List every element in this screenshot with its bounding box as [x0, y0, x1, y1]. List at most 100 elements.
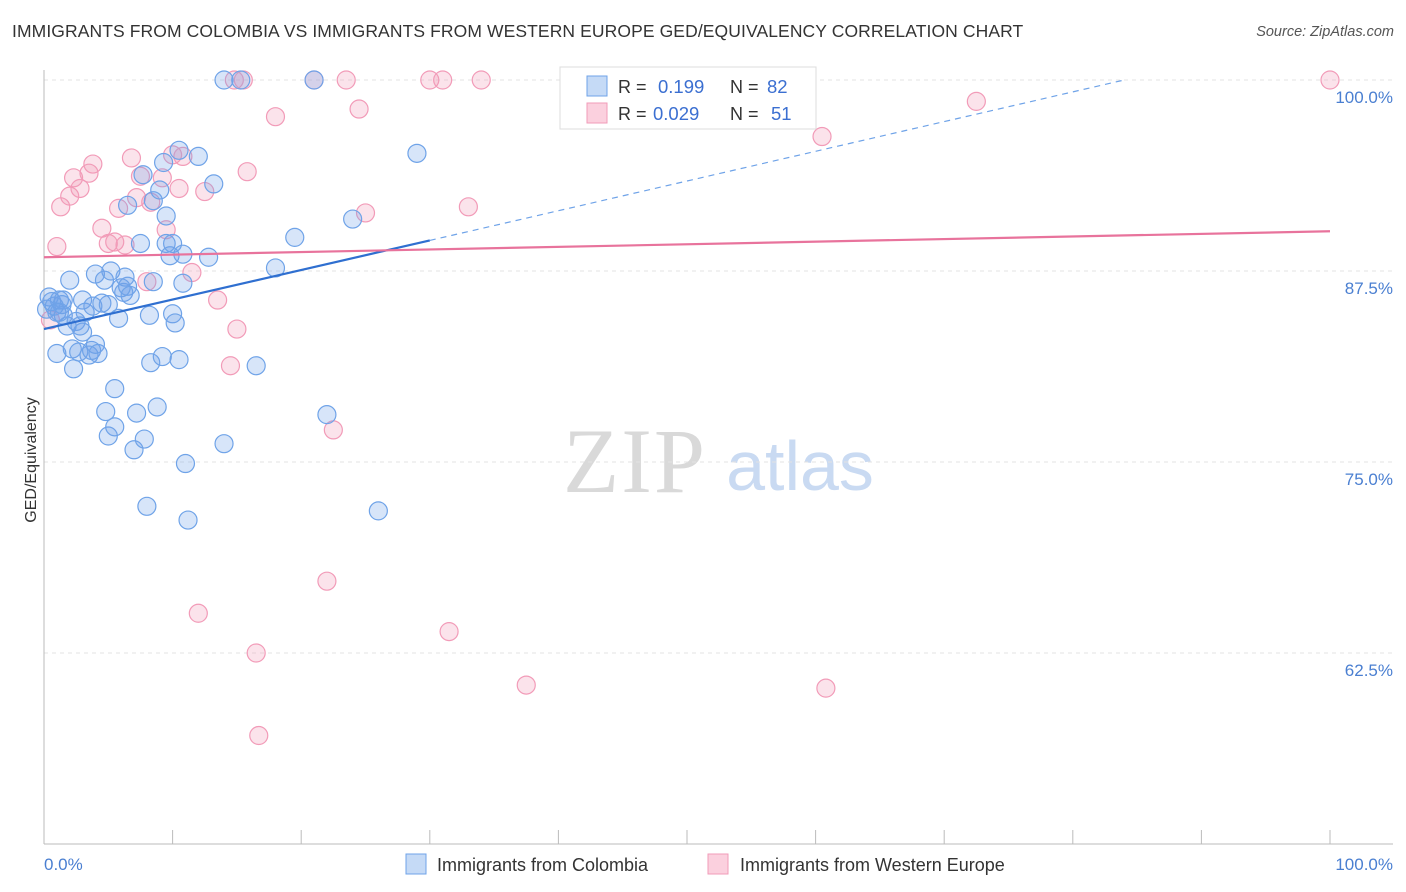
y-tick-label-0: 62.5% — [1345, 661, 1393, 680]
x-tick-label-min: 0.0% — [44, 855, 83, 874]
point-colombia-27 — [96, 401, 116, 422]
point-western-europe-48 — [812, 126, 832, 147]
point-colombia-69 — [214, 434, 234, 454]
axes — [43, 70, 1393, 845]
point-western-europe-38 — [336, 70, 356, 90]
point-western-europe-33 — [249, 725, 269, 746]
point-western-europe-34 — [265, 107, 286, 127]
point-colombia-50 — [147, 397, 167, 417]
legend-r-label-colombia: R = — [618, 77, 647, 97]
point-western-europe-31 — [237, 162, 257, 182]
legend-n-value-western-europe: 51 — [771, 103, 792, 124]
point-colombia-49 — [143, 272, 163, 292]
point-western-europe-43 — [439, 622, 459, 642]
point-colombia-67 — [199, 247, 219, 267]
point-colombia-71 — [231, 70, 251, 90]
point-colombia-66 — [188, 146, 208, 166]
point-colombia-70 — [214, 70, 234, 90]
point-colombia-24 — [88, 343, 108, 364]
legend-swatch-colombia — [586, 75, 608, 97]
x-ticks — [172, 830, 1331, 844]
point-western-europe-13 — [121, 148, 142, 168]
watermark-atlas: atlas — [726, 427, 874, 505]
trend-line-western-europe — [43, 230, 1331, 259]
trend-lines — [43, 79, 1331, 331]
y-tick-labels: 62.5% 75.0% 87.5% 100.0% — [1335, 88, 1393, 680]
data-points — [36, 70, 1340, 746]
point-western-europe-42 — [433, 70, 453, 90]
point-colombia-60 — [169, 140, 189, 160]
point-western-europe-45 — [471, 70, 491, 90]
point-western-europe-26 — [208, 290, 228, 310]
point-western-europe-32 — [246, 643, 266, 663]
point-western-europe-1 — [47, 236, 67, 257]
point-colombia-44 — [134, 429, 154, 449]
point-colombia-41 — [126, 403, 147, 423]
point-western-europe-44 — [458, 197, 478, 217]
point-colombia-32 — [105, 417, 125, 437]
point-western-europe-51 — [1320, 70, 1340, 90]
point-western-europe-49 — [816, 678, 836, 698]
point-colombia-39 — [120, 285, 140, 306]
legend-swatch-western-europe — [586, 102, 608, 124]
point-western-europe-3 — [60, 186, 80, 206]
point-colombia-11 — [60, 270, 80, 290]
point-colombia-25 — [92, 293, 112, 313]
source-credit: Source: ZipAtlas.com — [1256, 24, 1394, 40]
watermark-zip: ZIP — [563, 410, 707, 512]
point-colombia-55 — [156, 233, 176, 254]
chart-title: IMMIGRANTS FROM COLOMBIA VS IMMIGRANTS F… — [12, 21, 1024, 41]
point-western-europe-18 — [152, 168, 172, 188]
point-colombia-42 — [130, 233, 151, 254]
point-western-europe-16 — [137, 272, 157, 292]
point-colombia-47 — [141, 353, 161, 373]
point-western-europe-12 — [115, 235, 135, 255]
point-colombia-61 — [169, 350, 189, 370]
point-colombia-8 — [47, 343, 67, 364]
point-western-europe-50 — [966, 91, 986, 111]
point-colombia-68 — [204, 174, 224, 194]
point-western-europe-29 — [227, 319, 247, 339]
point-colombia-78 — [368, 501, 388, 521]
legend-r-value-western-europe: 0.029 — [653, 103, 699, 124]
y-tick-label-1: 75.0% — [1345, 470, 1393, 489]
point-colombia-64 — [175, 453, 196, 474]
point-western-europe-24 — [188, 603, 208, 623]
bottom-legend-label-western-europe: Immigrants from Western Europe — [740, 855, 1005, 875]
point-colombia-62 — [173, 273, 193, 293]
point-colombia-45 — [137, 496, 157, 516]
point-western-europe-27 — [220, 356, 241, 376]
point-colombia-53 — [153, 152, 174, 173]
point-colombia-48 — [143, 191, 163, 211]
point-colombia-80 — [49, 302, 70, 322]
point-western-europe-4 — [63, 168, 84, 188]
point-colombia-59 — [165, 313, 185, 333]
series-legend: Immigrants from Colombia Immigrants from… — [405, 853, 1005, 875]
point-western-europe-5 — [70, 178, 90, 199]
point-colombia-74 — [285, 227, 305, 247]
point-colombia-7 — [53, 290, 73, 310]
point-western-europe-39 — [349, 99, 369, 119]
point-colombia-38 — [117, 195, 138, 215]
correlation-legend: R = 0.199 N = 82 R = 0.029 N = 51 — [559, 66, 817, 130]
point-western-europe-46 — [516, 675, 536, 695]
point-colombia-52 — [152, 346, 172, 367]
point-colombia-46 — [139, 305, 160, 325]
legend-n-label-western-europe: N = — [730, 104, 759, 124]
point-western-europe-21 — [169, 178, 189, 199]
legend-n-value-colombia: 82 — [767, 76, 788, 97]
point-colombia-75 — [304, 70, 324, 90]
legend-r-value-colombia: 0.199 — [658, 76, 704, 97]
point-colombia-72 — [246, 356, 266, 376]
point-colombia-31 — [105, 379, 125, 399]
point-colombia-79 — [407, 143, 427, 163]
point-colombia-43 — [133, 165, 153, 185]
trend-line-colombia — [43, 239, 431, 331]
x-tick-label-max: 100.0% — [1335, 855, 1393, 874]
y-tick-label-3: 100.0% — [1335, 88, 1393, 107]
bottom-legend-swatch-colombia — [405, 853, 427, 875]
point-colombia-76 — [317, 405, 337, 425]
point-western-europe-9 — [98, 233, 118, 254]
point-colombia-16 — [72, 290, 93, 310]
